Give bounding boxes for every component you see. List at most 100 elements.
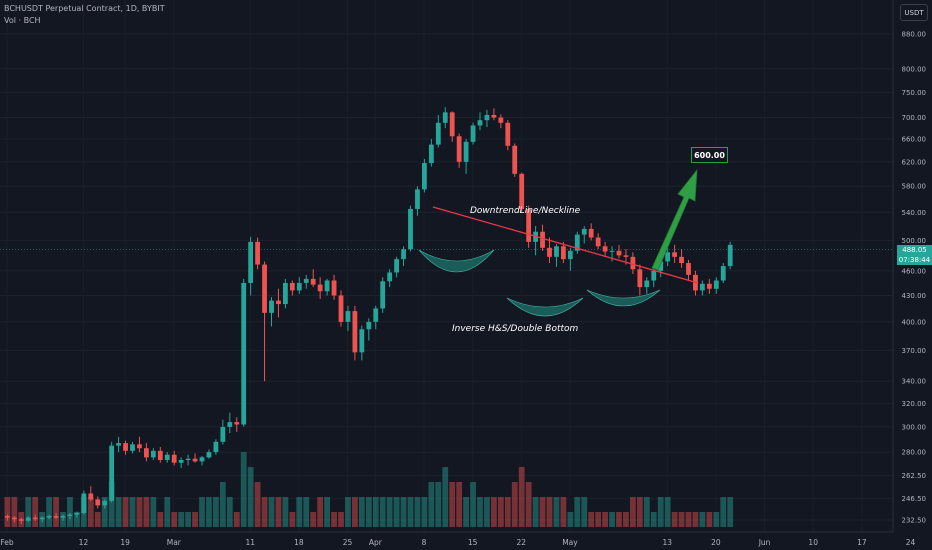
candle-body	[338, 295, 344, 322]
volume-bar	[352, 497, 358, 527]
price-tick-label: 370.00	[902, 347, 927, 355]
price-tick-label: 262.50	[902, 472, 927, 480]
candle-body	[658, 261, 664, 271]
volume-bar	[11, 497, 18, 527]
time-tick-label: 11	[245, 538, 255, 547]
candle-body	[102, 500, 108, 506]
volume-bar	[108, 482, 115, 527]
price-tick-label: 320.00	[902, 400, 927, 408]
candle-body	[88, 493, 94, 500]
price-tick-label: 246.50	[902, 495, 927, 503]
candle-body	[602, 246, 608, 252]
candle-body	[241, 282, 247, 425]
candle-body	[415, 189, 420, 209]
volume-bar	[261, 497, 268, 527]
time-tick-label: 25	[343, 538, 353, 547]
volume-bar	[310, 512, 317, 527]
volume-bar	[365, 497, 372, 527]
currency-button[interactable]: USDT	[900, 4, 928, 21]
candle-body	[428, 144, 434, 164]
volume-bar	[87, 497, 94, 527]
candle-body	[373, 308, 379, 322]
candle-body	[18, 519, 24, 521]
pattern-drawings	[418, 168, 699, 317]
volume-bar	[150, 497, 157, 527]
price-axis[interactable]: 232.50 246.50 262.50 280.00 300.00 320.00 340.…	[892, 0, 932, 550]
volume-bar	[470, 482, 476, 527]
candle-body	[296, 282, 302, 291]
price-tick-label: 880.00	[902, 31, 927, 39]
volume-bar	[491, 497, 497, 527]
candle-body	[164, 454, 170, 461]
volume-bar	[609, 512, 615, 527]
price-tick-label: 280.00	[902, 449, 927, 457]
candle-body	[213, 441, 219, 453]
time-tick-label: 10	[808, 538, 818, 547]
volume-bar	[664, 497, 671, 527]
volume-bar	[25, 497, 32, 527]
candle-body	[303, 278, 309, 283]
candle-body	[519, 173, 525, 209]
volume-bar	[414, 497, 421, 527]
candle-body	[609, 250, 615, 252]
volume-bar	[157, 512, 164, 527]
price-tick-label: 430.00	[902, 292, 927, 300]
candle-body	[526, 208, 532, 242]
candle-body	[324, 280, 330, 292]
volume-bar	[546, 497, 553, 527]
volume-bar	[511, 482, 518, 527]
candle-body	[95, 499, 101, 506]
candle-body	[289, 282, 295, 291]
volume-legend: Vol · BCH	[4, 16, 41, 25]
volume-bar	[504, 497, 511, 527]
time-tick-label: 15	[468, 538, 478, 547]
candle-body	[5, 516, 10, 518]
candle-body	[46, 516, 52, 518]
candle-body	[359, 329, 365, 353]
candle-body	[192, 458, 198, 462]
volume-bar	[657, 497, 664, 527]
candle-body	[401, 249, 406, 260]
candle-body	[679, 256, 684, 264]
volume-bar	[588, 512, 595, 527]
candle-body	[630, 256, 636, 270]
pattern-annotation: Inverse H&S/Double Bottom	[452, 324, 579, 334]
volume-bar	[477, 497, 483, 527]
candle-body	[505, 122, 511, 146]
volume-bar	[456, 482, 463, 527]
candle-body	[276, 300, 281, 305]
time-tick-label: 22	[517, 538, 527, 547]
volume-bar	[233, 512, 240, 527]
price-tick-label: 800.00	[902, 65, 927, 73]
volume-bar	[275, 497, 282, 527]
candle-body	[637, 269, 643, 288]
volume-bar	[143, 497, 150, 527]
volume-bar	[317, 497, 324, 527]
price-tick-label: 660.00	[902, 136, 927, 144]
candle-body	[255, 241, 260, 265]
volume-bar	[567, 512, 574, 527]
candle-body	[317, 284, 323, 292]
time-axis[interactable]: Feb 12 19 Mar 11 18 25 Apr 8 15 22 May 13 20 Jun 10 17 24	[0, 531, 915, 547]
candle-body	[220, 426, 226, 442]
volume-bar	[553, 497, 560, 527]
time-tick-label: Jun	[758, 538, 771, 547]
candle-body	[713, 280, 719, 289]
volume-bar	[115, 497, 122, 527]
candle-body	[310, 278, 316, 285]
price-tick-label: 580.00	[902, 183, 927, 191]
volume-bar	[199, 497, 205, 527]
volume-bar	[101, 497, 108, 527]
volume-bar	[268, 497, 275, 527]
candle-body	[39, 517, 45, 520]
volume-bar	[129, 497, 136, 527]
volume-bar	[539, 497, 546, 527]
candle-body	[574, 234, 580, 251]
candle-body	[387, 272, 393, 282]
time-tick-label: 19	[120, 538, 130, 547]
volume-bar	[226, 497, 233, 527]
candle-body	[686, 263, 691, 275]
price-tick-label: 340.00	[902, 378, 927, 386]
price-tick-label: 232.50	[902, 517, 927, 525]
